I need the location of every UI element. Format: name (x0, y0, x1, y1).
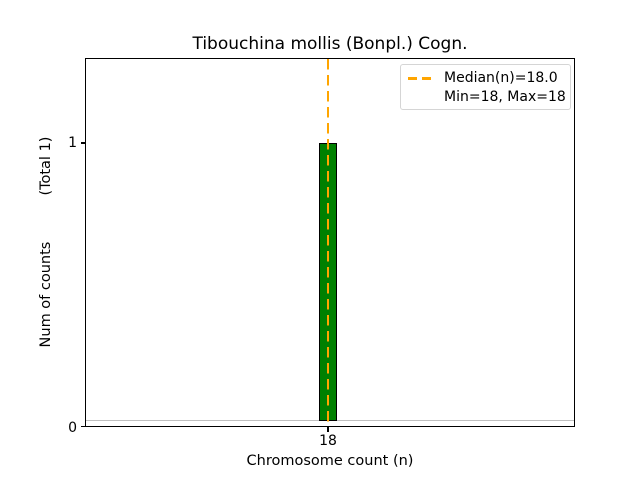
legend-row-minmax: Min=18, Max=18 (408, 88, 566, 107)
legend-median-label: Median(n)=18.0 (444, 70, 558, 86)
legend-median-handle (408, 77, 436, 80)
orange-dashed-line-icon (408, 77, 436, 80)
legend-row-median: Median(n)=18.0 (408, 69, 563, 88)
x-tick-mark-18 (327, 427, 329, 432)
y-tick-label-1: 1 (68, 135, 77, 151)
y-tick-label-0: 0 (68, 419, 77, 436)
x-tick-label-18: 18 (319, 433, 337, 449)
y-tick-mark-1 (80, 142, 85, 144)
y-axis-label: Num of counts (Total 1) (38, 136, 54, 348)
y-tick-mark-0 (80, 425, 85, 427)
x-axis-label: Chromosome count (n) (246, 453, 414, 469)
legend-box: Median(n)=18.0 Min=18, Max=18 (400, 64, 571, 110)
median-dashed-line (326, 59, 330, 425)
legend-minmax-label: Min=18, Max=18 (444, 89, 566, 105)
chart-title: Tibouchina mollis (Bonpl.) Cogn. (192, 34, 468, 54)
